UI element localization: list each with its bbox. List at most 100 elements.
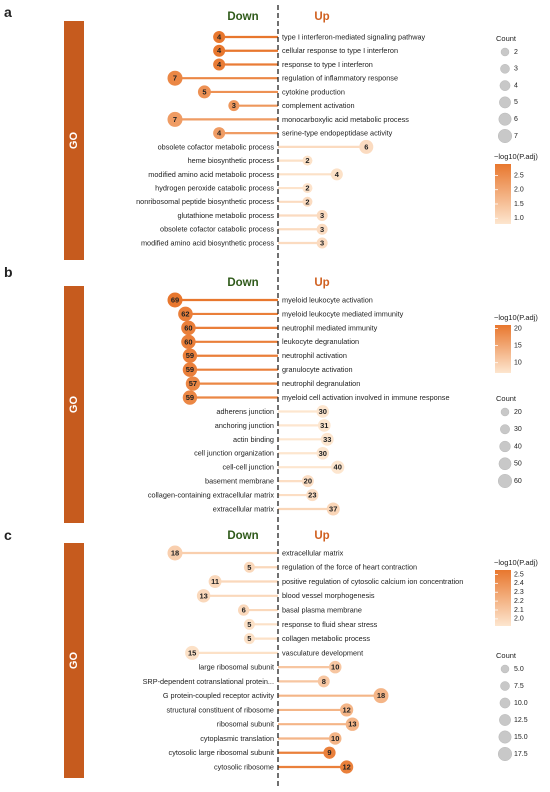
bar-dot	[243, 561, 255, 573]
count-label: 13	[199, 591, 207, 600]
count-label: 59	[186, 365, 194, 374]
bar-dot	[326, 502, 340, 516]
count-label: 3	[232, 101, 236, 110]
term-label: monocarboxylic acid metabolic process	[282, 115, 409, 124]
bar-dot	[373, 688, 389, 704]
term-label: response to type I interferon	[282, 60, 373, 69]
bar-dot	[340, 703, 354, 717]
size-legend-circle	[500, 47, 510, 57]
bar-dot	[316, 210, 328, 222]
count-label: 7	[173, 74, 177, 83]
bar-dot	[306, 488, 319, 502]
color-legend-title: −log10(P.adj)	[494, 313, 538, 322]
color-legend-tick-label: 2.4	[514, 580, 524, 587]
term-label: actin binding	[233, 435, 274, 444]
count-label: 8	[322, 677, 326, 686]
bar-dot	[213, 127, 226, 140]
count-label: 2	[305, 156, 309, 165]
up-title: Up	[314, 530, 329, 542]
bar-dot	[316, 446, 330, 460]
term-label: cell-cell junction	[222, 463, 274, 472]
size-legend-circle	[499, 714, 511, 726]
term-label: cytosolic large ribosomal subunit	[169, 748, 274, 757]
count-label: 5	[247, 563, 251, 572]
bar-dot	[238, 604, 250, 616]
bar-dot	[181, 334, 196, 350]
term-label: nonribosomal peptide biosynthetic proces…	[136, 197, 274, 206]
count-label: 59	[186, 393, 194, 402]
count-label: 6	[242, 606, 246, 615]
bar-dot	[243, 633, 255, 645]
size-legend-circle	[499, 697, 511, 709]
count-label: 15	[188, 648, 196, 657]
size-legend-title: Count	[496, 34, 517, 43]
term-label: large ribosomal subunit	[199, 663, 274, 672]
term-label: hydrogen peroxide catabolic process	[155, 183, 274, 192]
bar-dot	[185, 376, 201, 391]
term-label: obsolete cofactor metabolic process	[158, 142, 275, 151]
panel-label: c	[4, 527, 12, 543]
down-title: Down	[227, 530, 258, 542]
count-label: 4	[217, 46, 222, 55]
color-legend-tick-label: 2.5	[514, 571, 524, 578]
bar-dot	[197, 85, 211, 99]
color-legend-tick-label: 2.1	[514, 607, 524, 614]
color-legend-tick-label: 2.3	[514, 589, 524, 596]
count-label: 9	[327, 748, 331, 757]
term-label: myeloid cell activation involved in immu…	[282, 393, 450, 402]
term-label: response to fluid shear stress	[282, 620, 378, 629]
size-legend-label: 4	[514, 82, 518, 89]
bar-dot	[196, 589, 211, 603]
bar-dot	[213, 31, 226, 43]
term-label: granulocyte activation	[282, 365, 353, 374]
size-legend-circle	[498, 128, 513, 143]
term-label: cytosolic ribosome	[214, 762, 274, 771]
size-legend-circle	[499, 96, 511, 109]
count-label: 62	[181, 309, 189, 318]
go-category-bar	[64, 286, 84, 523]
down-title: Down	[227, 277, 258, 289]
bar-dot	[316, 405, 330, 418]
size-legend-circle	[498, 474, 513, 489]
color-legend: −log10(P.adj) 2.5 2.0 1.5 1.0	[494, 152, 538, 224]
size-legend-label: 20	[514, 409, 522, 416]
bar-dot	[316, 223, 328, 235]
bar-dot	[317, 675, 330, 688]
color-legend-title: −log10(P.adj)	[494, 558, 538, 567]
size-legend-circle	[500, 681, 510, 691]
term-label: myeloid leukocyte activation	[282, 295, 373, 304]
go-category-label: GO	[68, 132, 80, 150]
count-label: 5	[202, 87, 206, 96]
bar-dot	[328, 660, 342, 674]
count-label: 60	[184, 337, 192, 346]
bar-dot	[302, 155, 313, 166]
bar-dot	[167, 111, 183, 127]
term-label: positive regulation of cytosolic calcium…	[282, 577, 463, 586]
count-label: 4	[217, 32, 222, 41]
term-label: extracellular matrix	[213, 504, 275, 513]
count-label: 30	[319, 449, 327, 458]
term-label: glutathione metabolic process	[177, 211, 274, 220]
size-legend: Count 20 30 40 50 60	[496, 394, 522, 489]
size-legend-circle	[500, 64, 510, 74]
count-label: 57	[189, 379, 197, 388]
bar-dot	[328, 732, 342, 745]
count-label: 4	[217, 60, 222, 69]
term-label: extracellular matrix	[282, 548, 344, 557]
count-label: 13	[348, 720, 356, 729]
bar-dot	[167, 545, 183, 561]
bar-dot	[301, 475, 314, 488]
size-legend-label: 60	[514, 478, 522, 485]
bar-dot	[228, 100, 240, 112]
bar-dot	[208, 575, 222, 588]
bar-dot	[323, 746, 336, 759]
color-legend-tick-label: 2.0	[514, 187, 524, 194]
count-label: 59	[186, 351, 194, 360]
color-legend-tick-label: 15	[514, 342, 522, 349]
count-label: 30	[319, 407, 327, 416]
panel-label: a	[4, 4, 12, 20]
count-label: 20	[304, 477, 312, 486]
bar-dot	[243, 618, 255, 630]
count-label: 10	[331, 663, 339, 672]
bar-dot	[181, 320, 196, 336]
